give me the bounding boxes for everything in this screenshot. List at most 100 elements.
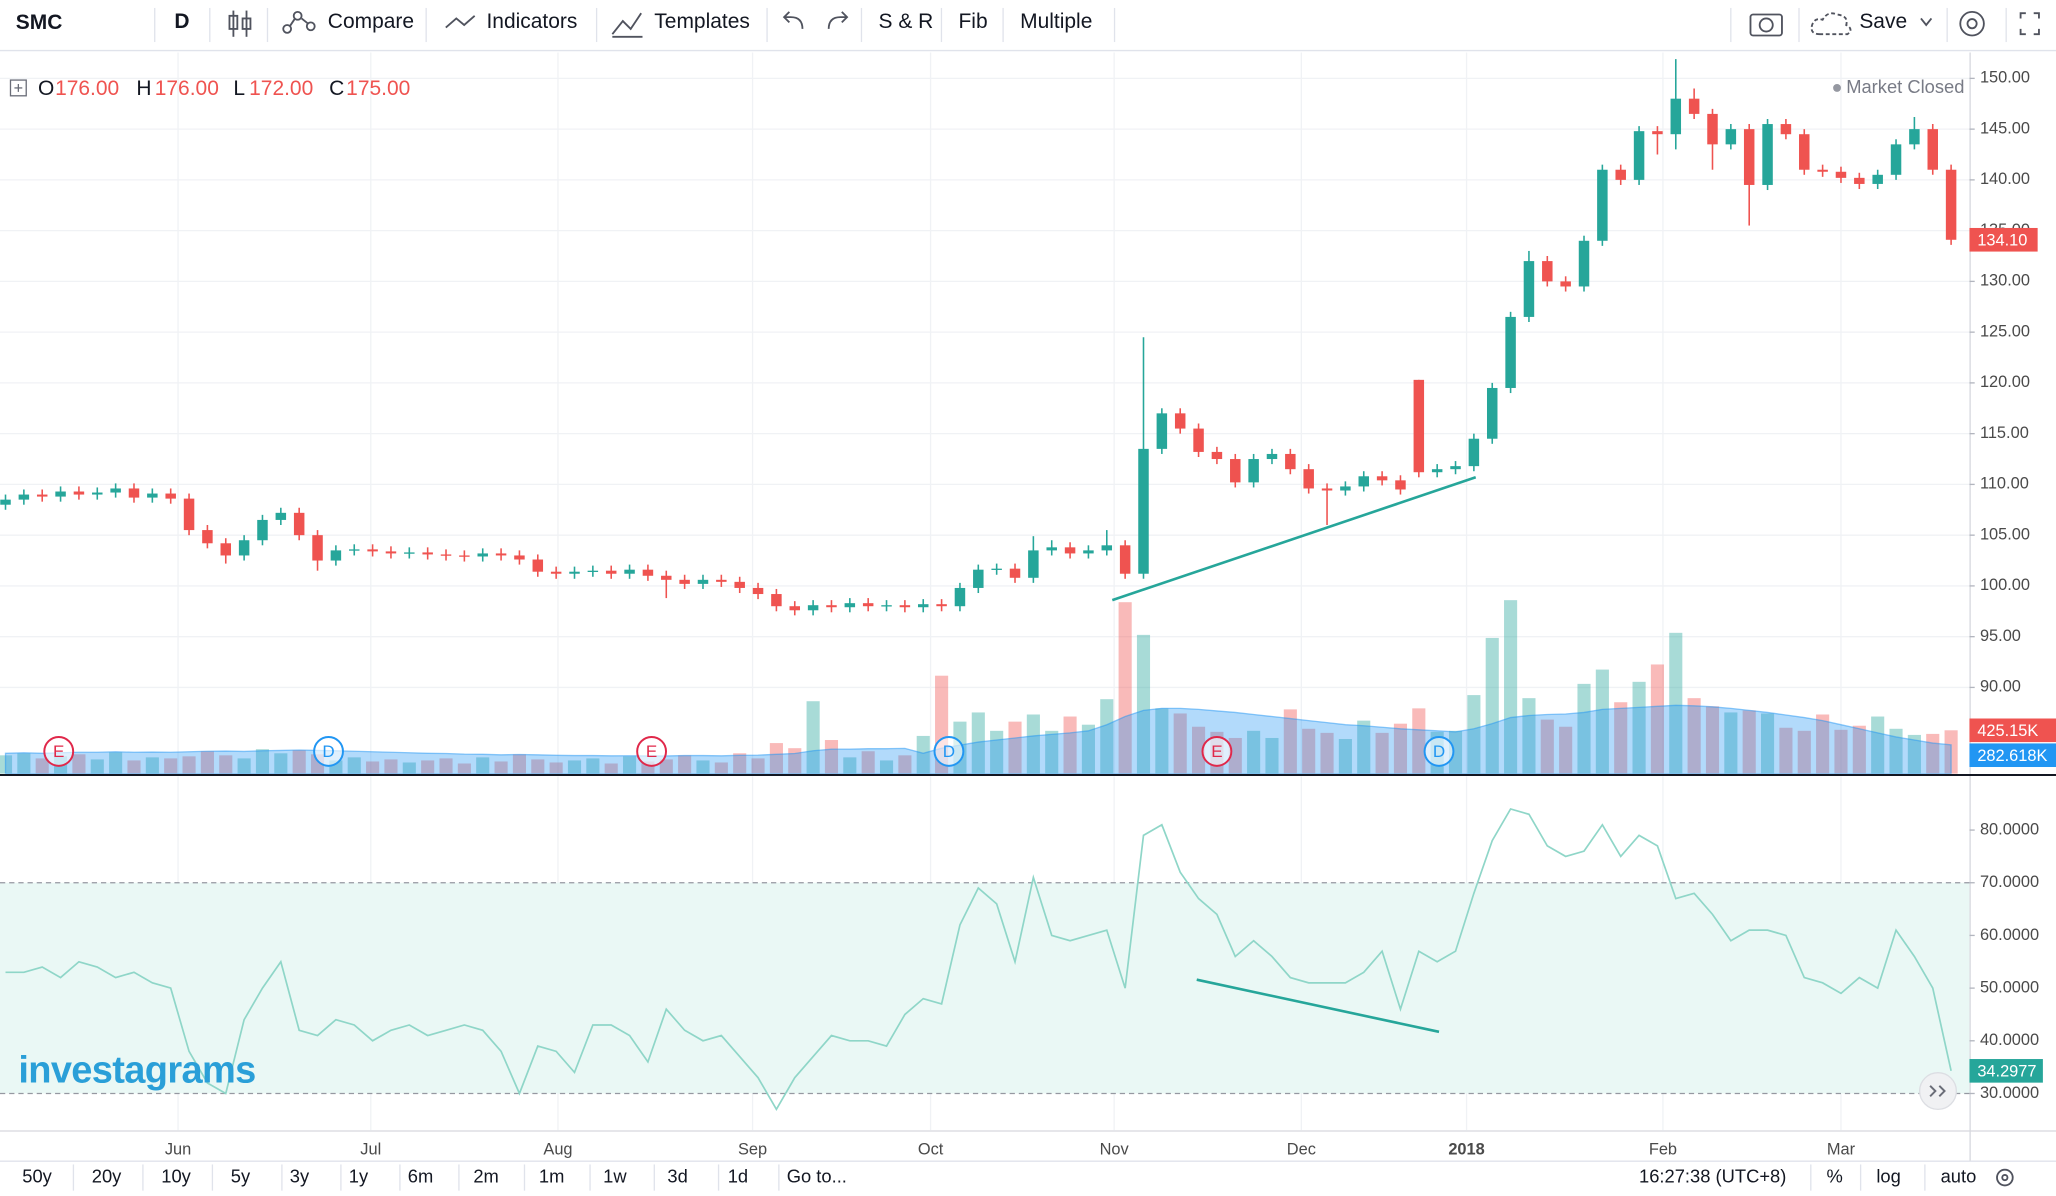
range-button[interactable]: 1w [603,1165,627,1186]
candle-body [293,512,305,536]
scale-option[interactable]: % [1827,1165,1843,1186]
scale-option[interactable]: log [1876,1165,1900,1186]
bottom-settings-icon[interactable] [1996,1168,2014,1187]
save-menu[interactable] [1920,17,1933,27]
redo[interactable] [827,11,849,29]
range-button[interactable]: 1d [728,1165,748,1186]
candle-body [1835,171,1847,178]
event-marker[interactable] [43,736,75,767]
candle-body [202,530,213,544]
toolbar-item[interactable]: Indicators [486,10,577,33]
volume-bar [990,730,1004,774]
scroll-to-end[interactable] [1918,1072,1958,1111]
toolbar-item[interactable]: Fib [959,10,988,33]
volume-bar [1614,702,1628,774]
candle-body [1523,261,1535,317]
toolbar-item[interactable]: Templates [654,10,750,33]
save[interactable]: Save [1859,10,1907,33]
event-marker[interactable] [933,736,965,767]
candle-body [973,569,984,588]
indicators-icon[interactable] [445,15,476,29]
trend-line [1111,476,1477,602]
range-button[interactable]: 3y [290,1165,310,1186]
compare-icon[interactable] [282,10,316,34]
y-tick-label: 60.0000 [1980,926,2039,944]
candle-body [257,519,268,541]
candle-body [844,603,856,608]
clock: 16:27:38 (UTC+8) [1639,1165,1786,1186]
range-button[interactable]: 1m [539,1165,564,1186]
candle-body [422,552,433,555]
candle-body [624,569,635,574]
event-marker[interactable] [1201,736,1233,767]
undo[interactable] [782,11,804,29]
candle-body [1358,476,1369,487]
candle-body [1064,547,1076,554]
candle-body [1780,124,1792,135]
range-button[interactable]: 3d [667,1165,687,1186]
volume-bar [604,763,618,774]
candle-body [991,568,1002,570]
volume-ma-badge-label: 282.618K [1977,747,2047,765]
range-button[interactable]: 2m [473,1165,498,1186]
range-button[interactable]: 20y [92,1165,122,1186]
toolbar-item[interactable]: S & R [879,10,934,33]
candle-body [1762,124,1773,185]
candle-body [1211,451,1223,460]
candle-body [1303,469,1314,489]
volume-bar [898,755,912,774]
candle-body [1670,98,1682,135]
range-button[interactable]: 10y [161,1165,191,1186]
y-tick-label: 150.00 [1980,69,2030,87]
candle-body [477,553,488,557]
scale-option[interactable]: auto [1941,1165,1977,1186]
volume-bar [1540,719,1554,774]
symbol[interactable]: SMC [16,11,63,34]
candle-body [587,570,599,572]
legend-key: C [329,77,344,100]
volume-bar [843,757,857,774]
range-button[interactable]: 5y [231,1165,251,1186]
candle-body [1009,568,1021,578]
candle-body [826,605,837,608]
candle-body [36,494,48,497]
chart-type-icon[interactable] [228,10,252,37]
toolbar-item[interactable]: Compare [328,10,414,33]
collapse-button[interactable] [9,79,27,97]
event-marker[interactable] [636,736,667,767]
toolbar-item[interactable]: Multiple [1020,10,1092,33]
candle-body [404,552,415,554]
volume-bar [1816,714,1830,774]
range-button[interactable]: 50y [22,1165,52,1186]
range-button[interactable]: 6m [408,1165,433,1186]
volume-bar [678,755,692,774]
save-icon[interactable] [1810,12,1852,36]
candle-body [312,535,323,561]
candle-body [661,575,672,580]
volume-bar [200,751,214,774]
goto-button[interactable]: Go to... [787,1165,847,1186]
candle-body [1101,545,1113,551]
settings-icon[interactable] [1959,10,1985,37]
scroll-icon [1938,1085,1946,1097]
candle-body [716,579,727,582]
screenshot-icon[interactable] [1749,13,1783,37]
range-button[interactable]: 1y [349,1165,369,1186]
volume-bar [1907,734,1921,774]
legend-key: O [38,77,54,100]
fullscreen-icon[interactable] [2019,12,2040,36]
candle-body [569,571,580,574]
candle-body [110,488,121,493]
candle-body [1340,486,1351,491]
volume-bar [72,754,86,774]
interval[interactable]: D [174,10,189,33]
event-marker[interactable] [313,736,344,767]
event-marker[interactable] [1423,736,1455,767]
volume-bar [1761,713,1775,774]
volume-bar [35,758,49,774]
volume-bar [769,743,783,774]
candle-body [789,606,801,611]
templates-icon[interactable] [611,12,643,38]
